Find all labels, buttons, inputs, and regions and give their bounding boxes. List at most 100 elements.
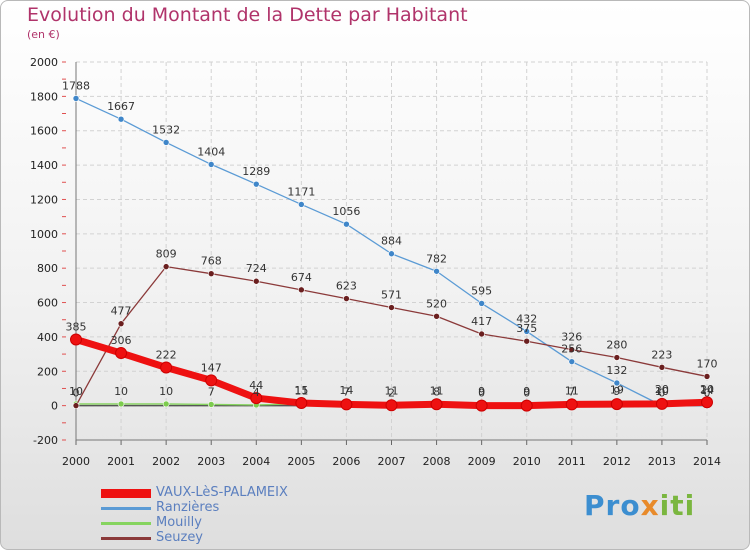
data-label-mouilly: 10 [159,385,173,398]
legend-label: VAUX-LèS-PALAMEIX [156,485,288,500]
data-label-seuzey: 375 [516,322,537,335]
data-point-ranzi-res [388,250,395,258]
data-point-vaux-l-s-palameix [205,374,218,387]
data-label-vaux-l-s-palameix: 0 [523,387,530,400]
data-point-seuzey [568,346,576,353]
x-tick-label: 2011 [558,455,586,468]
data-label-ranzi-res: 1532 [152,123,180,136]
data-point-seuzey [72,402,80,409]
data-point-vaux-l-s-palameix [115,347,128,360]
data-label-vaux-l-s-palameix: 385 [66,320,87,333]
data-point-seuzey [162,263,170,270]
data-label-mouilly: 7 [208,385,215,398]
data-label-ranzi-res: 1667 [107,100,135,113]
data-label-mouilly: 11 [294,385,308,398]
data-label-vaux-l-s-palameix: 10 [655,385,669,398]
x-tick-label: 2013 [648,455,676,468]
data-label-mouilly: 11 [385,385,399,398]
data-point-ranzi-res [298,201,305,208]
x-tick-label: 2012 [603,455,631,468]
legend-swatch [101,522,151,525]
x-tick-label: 2010 [513,455,541,468]
data-point-seuzey [343,295,350,302]
data-point-vaux-l-s-palameix [340,398,353,411]
y-tick-label: 800 [37,262,58,275]
x-tick-label: 2004 [242,455,270,468]
data-label-mouilly: 4 [253,386,260,399]
data-label-ranzi-res: 0 [704,387,711,400]
data-label-ranzi-res: 1289 [242,165,270,178]
data-point-ranzi-res [613,379,621,387]
data-label-mouilly: 10 [114,385,128,398]
data-point-ranzi-res [478,300,485,307]
data-label-ranzi-res: 595 [471,284,492,297]
data-label-vaux-l-s-palameix: 7 [568,385,575,398]
data-point-ranzi-res [162,139,170,146]
data-label-vaux-l-s-palameix: 306 [111,334,132,347]
data-point-mouilly [207,401,215,408]
data-point-ranzi-res [433,267,440,275]
x-tick-label: 2000 [62,455,90,468]
data-label-seuzey: 724 [246,262,267,275]
data-point-ranzi-res [523,328,531,335]
data-label-seuzey: 170 [697,357,718,370]
data-point-seuzey [658,364,666,371]
y-tick-label: 1400 [30,159,58,172]
data-point-vaux-l-s-palameix [250,392,263,405]
x-tick-label: 2008 [423,455,451,468]
data-point-vaux-l-s-palameix [565,398,578,411]
data-point-seuzey [433,312,440,320]
legend-label: Seuzey [156,530,204,545]
data-point-vaux-l-s-palameix [160,361,173,374]
y-tick-label: 1200 [30,193,58,206]
data-point-ranzi-res [568,358,576,365]
data-point-vaux-l-s-palameix [701,396,713,409]
data-point-vaux-l-s-palameix [430,398,443,411]
data-label-vaux-l-s-palameix: 44 [249,379,263,392]
x-tick-label: 2005 [287,455,315,468]
data-point-vaux-l-s-palameix [475,399,488,412]
y-tick-label: 2000 [30,56,58,69]
data-point-seuzey [523,337,531,345]
data-label-ranzi-res: 884 [381,235,402,248]
data-label-seuzey: 623 [336,280,357,293]
data-point-seuzey [207,270,215,277]
data-label-mouilly: 11 [565,385,579,398]
data-label-seuzey: 326 [561,331,582,344]
data-point-seuzey [252,277,260,285]
proxiti-logo: Proxiti [584,489,696,522]
data-label-vaux-l-s-palameix: 15 [294,384,308,397]
data-label-vaux-l-s-palameix: 0 [478,387,485,400]
data-label-ranzi-res: 432 [516,312,537,325]
data-point-seuzey [613,354,621,361]
data-point-ranzi-res [207,161,215,168]
data-point-ranzi-res [252,180,260,188]
data-point-ranzi-res [343,220,350,228]
data-point-seuzey [117,320,125,327]
y-tick-label: 600 [37,297,58,310]
y-tick-label: 1600 [30,125,58,138]
x-tick-label: 2014 [693,455,721,468]
data-point-vaux-l-s-palameix [655,397,668,410]
data-label-vaux-l-s-palameix: 9 [613,385,620,398]
y-tick-label: 200 [37,365,58,378]
data-label-vaux-l-s-palameix: 7 [343,385,350,398]
x-tick-label: 2003 [197,455,225,468]
data-point-mouilly [117,400,125,408]
chart-subtitle: (en €) [27,28,60,41]
data-label-mouilly: 14 [339,384,353,397]
data-point-seuzey [478,330,485,338]
data-label-seuzey: 674 [291,271,312,284]
data-label-ranzi-res: 0 [658,387,665,400]
y-tick-label: 400 [37,331,58,344]
data-label-ranzi-res: 782 [426,252,447,265]
legend-label: Mouilly [156,515,202,530]
data-point-vaux-l-s-palameix [520,399,533,412]
data-point-seuzey [388,304,395,311]
legend-swatch [101,489,151,498]
data-point-mouilly [162,400,170,408]
data-label-mouilly: 9 [523,385,530,398]
data-label-seuzey: 223 [651,348,672,361]
data-label-vaux-l-s-palameix: 222 [156,348,177,361]
